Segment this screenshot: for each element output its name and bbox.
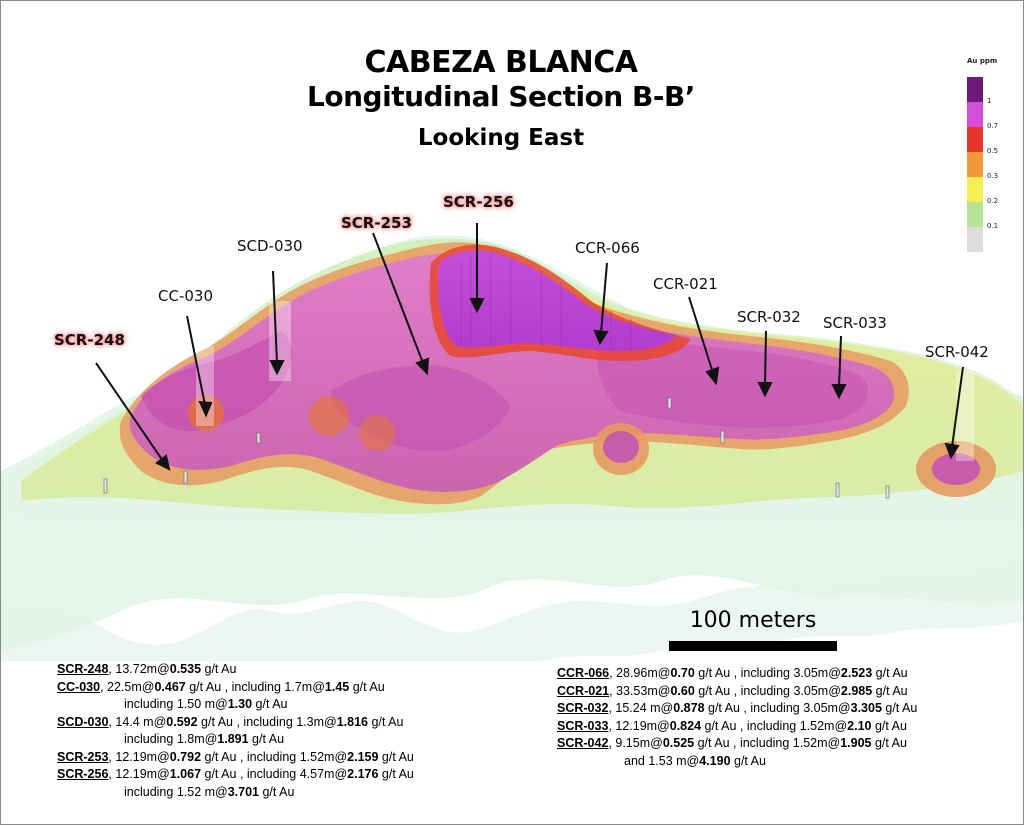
hole-label-scr-033: SCR-033 xyxy=(823,314,887,332)
lower-halo-lobes xyxy=(1,561,1023,661)
title-subtitle: Longitudinal Section B-B’ xyxy=(307,80,695,113)
hole-label-cc-030: CC-030 xyxy=(158,287,213,305)
legend-label: 0.2 xyxy=(987,197,999,205)
result-hole-id: SCR-032 xyxy=(557,701,609,715)
result-hole-id: CCR-066 xyxy=(557,666,610,680)
pod-scr-042-core xyxy=(932,453,980,485)
result-hole-id: SCR-256 xyxy=(57,767,109,781)
result-including-line: and 1.53 m@4.190 g/t Au xyxy=(624,753,766,768)
high-grade-core xyxy=(437,250,676,351)
result-line: CC-030, 22.5m@0.467 g/t Au , including 1… xyxy=(57,679,385,694)
legend-swatch xyxy=(967,102,983,127)
result-hole-id: SCR-248 xyxy=(57,662,109,676)
legend-swatch xyxy=(967,177,983,202)
result-line: SCR-032, 15.24 m@0.878 g/t Au , includin… xyxy=(557,701,918,715)
pod-scd-030 xyxy=(309,396,349,436)
pod-ccr-066-lower-core xyxy=(603,431,639,463)
legend-label: 0.5 xyxy=(987,147,999,155)
result-line: SCD-030, 14.4 m@0.592 g/t Au , including… xyxy=(57,714,404,729)
result-hole-id: SCR-033 xyxy=(557,718,609,733)
scale-bar xyxy=(669,641,837,651)
title-view-direction: Looking East xyxy=(417,125,585,151)
legend-swatch xyxy=(967,77,983,102)
result-including-line: including 1.8m@1.891 g/t Au xyxy=(124,732,285,746)
hole-label-scd-030: SCD-030 xyxy=(237,237,303,255)
legend-label: 0.1 xyxy=(987,222,999,230)
hole-label-scr-032: SCR-032 xyxy=(737,308,801,326)
legend-swatch xyxy=(967,127,983,152)
result-hole-id: CCR-021 xyxy=(557,683,610,698)
result-line: SCR-033, 12.19m@0.824 g/t Au , including… xyxy=(557,718,907,733)
hole-label-scr-256: SCR-256 xyxy=(443,193,514,211)
legend-title: Au ppm xyxy=(967,57,998,65)
result-including-line: including 1.50 m@1.30 g/t Au xyxy=(124,697,288,711)
magenta-patch-west xyxy=(141,331,292,432)
legend-label: 0.7 xyxy=(987,122,999,130)
result-hole-id: SCR-253 xyxy=(57,749,109,764)
result-line: CCR-066, 28.96m@0.70 g/t Au , including … xyxy=(557,666,908,680)
title-main: CABEZA BLANCA xyxy=(364,45,638,80)
result-line: SCR-248, 13.72m@0.535 g/t Au xyxy=(57,662,237,676)
result-line: SCR-256, 12.19m@1.067 g/t Au , including… xyxy=(57,767,414,781)
result-hole-id: CC-030 xyxy=(57,679,101,694)
results-right: CCR-066, 28.96m@0.70 g/t Au , including … xyxy=(557,665,917,770)
legend-label: 1 xyxy=(987,97,992,105)
result-hole-id: SCD-030 xyxy=(57,714,109,729)
hole-label-ccr-066: CCR-066 xyxy=(575,239,640,257)
legend-swatch xyxy=(967,202,983,227)
hole-label-ccr-021: CCR-021 xyxy=(653,275,718,293)
result-line: SCR-253, 12.19m@0.792 g/t Au , including… xyxy=(57,749,414,764)
legend-swatch xyxy=(967,227,983,252)
results-left: SCR-248, 13.72m@0.535 g/t Au CC-030, 22.5… xyxy=(57,661,414,801)
pod-central xyxy=(359,415,395,451)
hole-label-scr-042: SCR-042 xyxy=(925,343,989,361)
result-including-line: including 1.52 m@3.701 g/t Au xyxy=(124,784,295,799)
pointer-arrows xyxy=(95,223,964,471)
legend-label: 0.3 xyxy=(987,172,999,180)
hole-label-scr-248: SCR-248 xyxy=(54,331,125,349)
scale-bar-label: 100 meters xyxy=(689,608,817,633)
result-hole-id: SCR-042 xyxy=(557,736,609,750)
drill-collars xyxy=(103,397,890,499)
legend-swatch xyxy=(967,152,983,177)
hole-label-scr-253: SCR-253 xyxy=(341,214,412,232)
result-line: CCR-021, 33.53m@0.60 g/t Au , including … xyxy=(557,683,908,698)
result-line: SCR-042, 9.15m@0.525 g/t Au , including … xyxy=(557,736,907,750)
